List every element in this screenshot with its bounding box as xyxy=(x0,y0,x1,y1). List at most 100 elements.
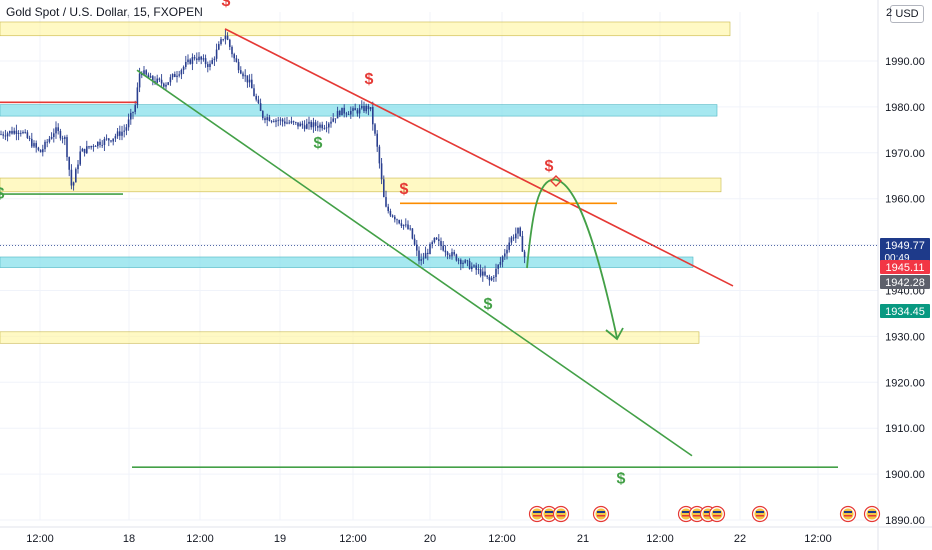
projection-arrowhead xyxy=(605,327,624,341)
price-label-value-1: 1945.11 xyxy=(886,262,925,274)
event-flag-stripe xyxy=(704,511,712,513)
candle-body-481 xyxy=(479,269,482,276)
price-label-2: 1942.28 xyxy=(880,275,930,289)
event-icons[interactable] xyxy=(528,505,881,523)
y-tick-1930: 1930.00 xyxy=(885,331,925,343)
candle-body-406 xyxy=(405,224,407,226)
candle-body-432 xyxy=(431,242,433,245)
candle-body-131 xyxy=(130,112,132,120)
dollar-mark-green-6: $ xyxy=(484,296,493,313)
candle-body-525 xyxy=(523,251,526,258)
candle-body-443 xyxy=(442,245,444,251)
candle-body-115 xyxy=(114,136,117,139)
event-flag-icon[interactable] xyxy=(839,505,857,523)
event-flag-icon[interactable] xyxy=(592,505,610,523)
candle-body-384 xyxy=(383,179,385,198)
candle-body-219 xyxy=(218,44,220,50)
candle-body-214 xyxy=(213,58,216,61)
candle-body-360 xyxy=(358,108,361,114)
candle-body-518 xyxy=(517,227,519,234)
candle-body-267 xyxy=(266,117,268,121)
candle-body-294 xyxy=(292,121,295,123)
candle-body-241 xyxy=(240,70,242,74)
zones xyxy=(0,21,731,344)
candle-body-159 xyxy=(158,78,161,80)
candle-body-470 xyxy=(468,260,471,269)
event-flag-icon[interactable] xyxy=(540,505,558,523)
event-flag-icon[interactable] xyxy=(552,505,570,523)
candle-body-368 xyxy=(367,105,370,110)
price-label-1: 1945.11 xyxy=(880,260,930,274)
candle-body-386 xyxy=(385,197,387,207)
event-flag-stripe xyxy=(545,511,553,513)
candle-body-151 xyxy=(149,76,152,78)
event-flag-stripe xyxy=(756,515,764,517)
event-flag-icon[interactable] xyxy=(751,505,769,523)
candle-body-302 xyxy=(301,123,304,126)
candle-body-318 xyxy=(317,125,319,128)
zone-blue-1 xyxy=(0,104,718,117)
y-tick-1890: 1890.00 xyxy=(885,515,925,527)
event-flag-fill xyxy=(754,508,766,520)
candle-body-74 xyxy=(72,182,75,186)
currency-button[interactable]: USD xyxy=(890,5,924,23)
candle-body-426 xyxy=(424,252,427,259)
candle-body-164 xyxy=(163,83,165,87)
projection-path xyxy=(526,175,624,341)
price-axis[interactable]: 1890.001900.001910.001920.001930.001940.… xyxy=(880,7,930,527)
candle-body-21 xyxy=(20,132,22,134)
candle-body-140 xyxy=(138,73,141,88)
price-label-bg-1 xyxy=(880,260,930,274)
candle-body-52 xyxy=(50,136,53,139)
candle-body-364 xyxy=(363,105,365,112)
candle-body-285 xyxy=(284,121,286,124)
event-flag-fill xyxy=(543,508,555,520)
y-tick-1990: 1990.00 xyxy=(885,56,925,68)
price-label-bg-3 xyxy=(880,304,930,318)
candle-body-474 xyxy=(473,265,475,267)
candle-body-100 xyxy=(99,141,101,145)
candle-body-78 xyxy=(77,164,79,170)
candle-body-401 xyxy=(400,223,403,226)
candle-body-188 xyxy=(187,59,189,63)
candle-body-340 xyxy=(339,110,341,116)
event-flag-icon[interactable] xyxy=(708,505,726,523)
candle-body-109 xyxy=(108,138,110,141)
candle-body-129 xyxy=(127,119,130,128)
candle-body-485 xyxy=(484,271,486,276)
candle-body-509 xyxy=(508,242,510,250)
candle-body-98 xyxy=(97,141,99,147)
y-tick-1900: 1900.00 xyxy=(885,469,925,481)
candle-body-461 xyxy=(460,259,462,265)
candle-body-417 xyxy=(416,244,418,251)
zone-yellow-0 xyxy=(0,21,731,37)
candle-body-300 xyxy=(299,123,301,127)
candle-body-276 xyxy=(275,120,277,122)
event-flag-icon[interactable] xyxy=(688,505,706,523)
event-flag-stripe xyxy=(844,511,852,513)
y-tick-top: 2 xyxy=(886,7,892,19)
candle-body-144 xyxy=(143,70,145,76)
candle-body-322 xyxy=(321,124,323,129)
candle-body-291 xyxy=(290,121,293,123)
x-tick-3: 19 xyxy=(274,533,286,545)
x-tick-7: 21 xyxy=(577,533,589,545)
candle-body-296 xyxy=(295,122,297,123)
candle-body-135 xyxy=(134,105,136,112)
event-flag-stripe xyxy=(868,511,876,513)
event-flag-stripe xyxy=(597,511,605,513)
candle-body-496 xyxy=(495,268,497,277)
candle-body-478 xyxy=(477,269,480,271)
event-flag-icon[interactable] xyxy=(863,505,881,523)
y-tick-1960: 1960.00 xyxy=(885,194,925,206)
candle-body-225 xyxy=(224,35,227,40)
candle-body-30 xyxy=(28,137,31,139)
candle-body-280 xyxy=(279,119,282,121)
time-axis[interactable]: 12:00 18 12:00 19 12:00 20 12:00 21 12:00 22 12:00 xyxy=(26,533,832,545)
candle-body-120 xyxy=(119,131,121,136)
candle-body-492 xyxy=(490,277,493,281)
candle-body-298 xyxy=(297,122,299,127)
candle-body-27 xyxy=(26,132,29,138)
event-flag-stripe xyxy=(713,511,721,513)
